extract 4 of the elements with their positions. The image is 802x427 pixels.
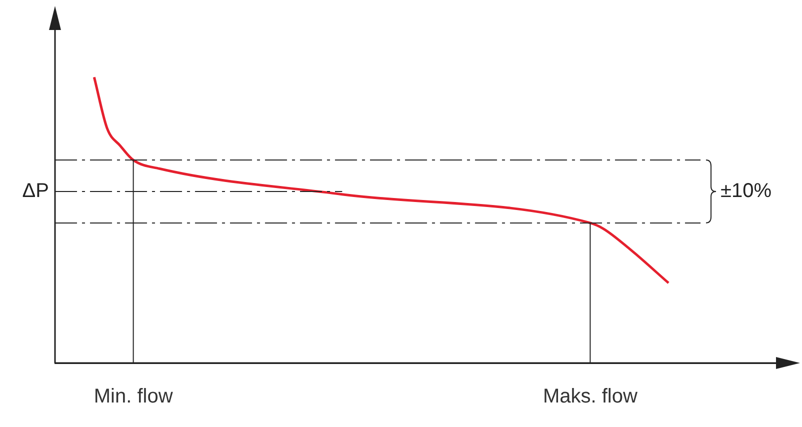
x-tick-label: Maks. flow [542,386,638,408]
ref-line-label: ΔP [22,180,49,202]
x-tick-label: Min. flow [94,386,174,408]
annotation: ±10% [720,180,772,202]
